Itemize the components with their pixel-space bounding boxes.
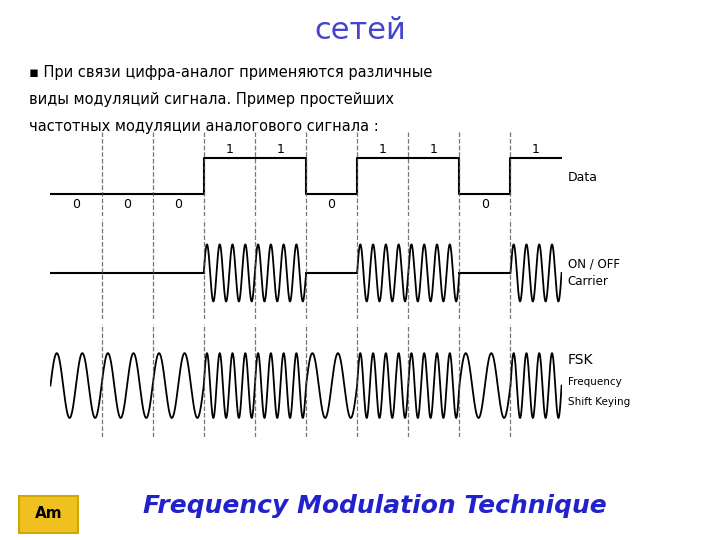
Text: ▪ При связи цифра-аналог применяются различные: ▪ При связи цифра-аналог применяются раз…	[29, 65, 432, 80]
Text: FSK: FSK	[568, 353, 593, 367]
Text: 0: 0	[174, 198, 182, 211]
Text: 0: 0	[328, 198, 336, 211]
Text: 0: 0	[72, 198, 80, 211]
Text: частотных модуляции аналогового сигнала :: частотных модуляции аналогового сигнала …	[29, 119, 379, 134]
Text: Am: Am	[35, 506, 63, 521]
Text: Shift Keying: Shift Keying	[568, 397, 630, 407]
Text: Frequency Modulation Technique: Frequency Modulation Technique	[143, 495, 606, 518]
Text: Data: Data	[568, 171, 598, 184]
Text: ON / OFF: ON / OFF	[568, 258, 620, 271]
Text: 1: 1	[430, 143, 438, 156]
FancyBboxPatch shape	[19, 496, 78, 532]
Text: 1: 1	[225, 143, 233, 156]
Text: виды модуляций сигнала. Пример простейших: виды модуляций сигнала. Пример простейши…	[29, 92, 394, 107]
Text: сетей: сетей	[314, 16, 406, 45]
Text: 0: 0	[481, 198, 489, 211]
Text: 0: 0	[123, 198, 131, 211]
Text: 1: 1	[276, 143, 284, 156]
Text: 1: 1	[532, 143, 540, 156]
Text: Carrier: Carrier	[568, 275, 608, 288]
Text: Frequency: Frequency	[568, 377, 621, 387]
Text: 1: 1	[379, 143, 387, 156]
